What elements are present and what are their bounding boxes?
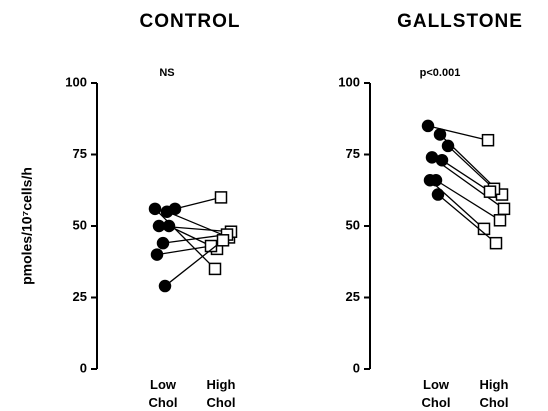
pair-line: [156, 245, 212, 256]
point: [158, 279, 172, 293]
point: [150, 248, 164, 261]
y-tick-label: 100: [65, 74, 87, 89]
point: [435, 153, 449, 167]
y-tick-label: 25: [346, 289, 360, 304]
y-tick-label: 100: [338, 74, 360, 89]
point: [431, 188, 445, 201]
point: [148, 202, 162, 216]
panel-title: GALLSTONE: [397, 11, 523, 32]
point: [421, 119, 435, 133]
y-axis-label: pmoles/10⁷cells/h: [19, 167, 35, 285]
point: [216, 234, 230, 247]
point: [497, 202, 511, 216]
y-tick-label: 50: [73, 217, 87, 232]
y-tick-label: 75: [346, 146, 360, 161]
x-tick-label: High Chol: [206, 377, 236, 410]
x-tick-label: Low Chol: [148, 377, 178, 410]
point: [214, 191, 228, 204]
point: [433, 128, 447, 141]
pair-line: [437, 194, 497, 244]
point: [493, 214, 507, 227]
x-tick-label: Low Chol: [421, 377, 451, 410]
annotation: p<0.001: [420, 67, 461, 79]
point: [423, 173, 437, 187]
pair-line: [164, 239, 224, 287]
pair-line: [154, 208, 216, 270]
pair-line: [427, 125, 489, 141]
panel-title: CONTROL: [140, 11, 241, 32]
pair-line: [435, 179, 501, 221]
annotation: NS: [159, 67, 174, 79]
y-tick-label: 75: [73, 146, 87, 161]
point: [168, 202, 182, 216]
point: [489, 236, 503, 250]
pair-line: [162, 233, 228, 244]
pair-line: [166, 211, 230, 239]
y-tick-label: 25: [73, 289, 87, 304]
pair-line: [429, 179, 485, 230]
x-tick-label: High Chol: [479, 377, 509, 410]
pair-line: [447, 145, 495, 190]
y-tick-label: 0: [353, 360, 360, 375]
point: [156, 236, 170, 250]
pair-line: [441, 159, 491, 193]
point: [162, 219, 176, 233]
point: [441, 139, 455, 153]
point: [208, 262, 222, 276]
point: [481, 133, 495, 147]
pair-line: [174, 196, 222, 210]
point: [483, 185, 497, 198]
y-tick-label: 0: [80, 360, 87, 375]
y-tick-label: 50: [346, 217, 360, 232]
